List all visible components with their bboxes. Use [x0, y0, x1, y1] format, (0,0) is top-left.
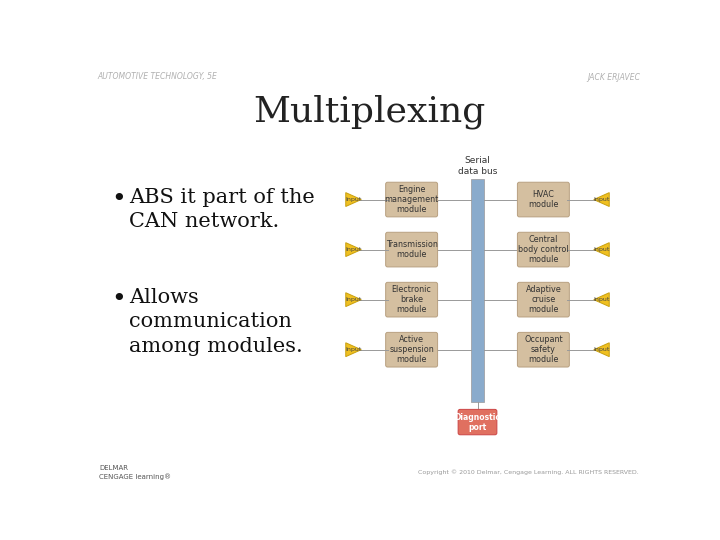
Text: Diagnostic
port: Diagnostic port	[454, 413, 500, 431]
Polygon shape	[594, 242, 609, 256]
FancyBboxPatch shape	[518, 182, 570, 217]
Text: Input: Input	[593, 347, 610, 352]
Text: Input: Input	[346, 297, 361, 302]
Text: Electronic
brake
module: Electronic brake module	[392, 285, 431, 314]
Text: ABS it part of the
CAN network.: ABS it part of the CAN network.	[129, 188, 315, 231]
FancyBboxPatch shape	[518, 333, 570, 367]
Text: Input: Input	[593, 297, 610, 302]
Text: •: •	[112, 288, 127, 311]
Text: Serial
data bus: Serial data bus	[458, 156, 498, 176]
Text: Input: Input	[346, 197, 361, 202]
Polygon shape	[346, 293, 361, 307]
Text: Input: Input	[593, 247, 610, 252]
Polygon shape	[346, 242, 361, 256]
FancyBboxPatch shape	[471, 179, 485, 402]
Text: Central
body control
module: Central body control module	[518, 235, 569, 264]
FancyBboxPatch shape	[386, 232, 438, 267]
Text: Transmission
module: Transmission module	[386, 240, 438, 259]
Text: Occupant
safety
module: Occupant safety module	[524, 335, 563, 364]
Text: •: •	[112, 188, 127, 211]
FancyBboxPatch shape	[386, 333, 438, 367]
Text: Multiplexing: Multiplexing	[253, 94, 485, 129]
Text: Input: Input	[346, 247, 361, 252]
Text: Adaptive
cruise
module: Adaptive cruise module	[526, 285, 562, 314]
Text: Allows
communication
among modules.: Allows communication among modules.	[129, 288, 302, 356]
Text: Input: Input	[346, 347, 361, 352]
Polygon shape	[594, 343, 609, 356]
Polygon shape	[346, 193, 361, 206]
Polygon shape	[594, 193, 609, 206]
FancyBboxPatch shape	[518, 232, 570, 267]
Text: AUTOMOTIVE TECHNOLOGY, 5E: AUTOMOTIVE TECHNOLOGY, 5E	[98, 72, 217, 82]
Polygon shape	[594, 293, 609, 307]
FancyBboxPatch shape	[386, 282, 438, 317]
Text: Engine
management
module: Engine management module	[384, 185, 438, 214]
Text: Active
suspension
module: Active suspension module	[390, 335, 434, 364]
FancyBboxPatch shape	[518, 282, 570, 317]
Text: HVAC
module: HVAC module	[528, 190, 559, 209]
Text: Copyright © 2010 Delmar, Cengage Learning. ALL RIGHTS RESERVED.: Copyright © 2010 Delmar, Cengage Learnin…	[418, 470, 639, 475]
FancyBboxPatch shape	[458, 409, 497, 435]
Text: DELMAR
CENGAGE learning®: DELMAR CENGAGE learning®	[99, 465, 171, 480]
Polygon shape	[346, 343, 361, 356]
FancyBboxPatch shape	[386, 182, 438, 217]
Text: Input: Input	[593, 197, 610, 202]
Text: JACK ERJAVEC: JACK ERJAVEC	[588, 72, 640, 82]
